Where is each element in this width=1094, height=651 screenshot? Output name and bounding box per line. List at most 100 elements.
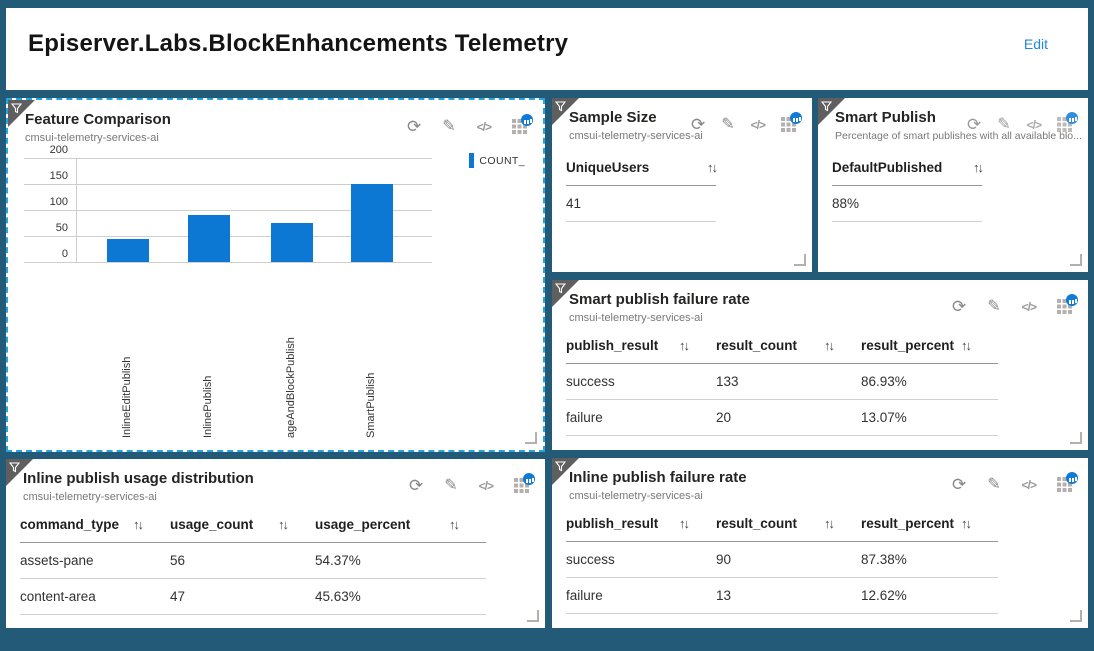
cell-value: 45.63% (315, 589, 361, 604)
sort-icon[interactable]: ↑↓ (679, 516, 690, 531)
tile-resize-handle[interactable] (1070, 610, 1082, 622)
column-header[interactable]: publish_result ↑↓ (566, 516, 716, 531)
open-chart-in-logs-icon[interactable] (781, 112, 802, 132)
column-header[interactable]: result_count ↑↓ (716, 338, 861, 353)
edit-dashboard-link[interactable]: Edit (1023, 36, 1048, 52)
cell-value: success (566, 374, 615, 389)
sort-icon[interactable]: ↑↓ (973, 160, 984, 175)
cell-value: 87.38% (861, 552, 907, 567)
cell-value: content-area (20, 589, 96, 604)
column-label: publish_result (566, 516, 659, 531)
table-row: 41 (566, 186, 716, 222)
y-tick: 50 (55, 222, 68, 234)
open-query-code-icon[interactable]: </> (476, 119, 492, 134)
edit-pencil-icon[interactable]: ✎ (442, 117, 456, 135)
tile-filter-corner[interactable] (6, 459, 33, 486)
open-query-code-icon[interactable]: </> (1021, 477, 1037, 492)
cell-value: 133 (716, 374, 739, 389)
tile-filter-corner[interactable] (552, 98, 579, 125)
open-query-code-icon[interactable]: </> (750, 117, 766, 132)
open-chart-in-logs-icon[interactable] (512, 114, 533, 134)
chart-badge-icon (1066, 112, 1078, 124)
y-tick: 100 (49, 196, 68, 208)
bar-inlinepublish (188, 215, 230, 262)
open-chart-in-logs-icon[interactable] (514, 473, 535, 493)
tile-subtitle: Percentage of smart publishes with all a… (835, 130, 1082, 142)
tile-resize-handle[interactable] (794, 254, 806, 266)
dashboard-header: Episerver.Labs.BlockEnhancements Telemet… (6, 8, 1088, 90)
refresh-icon[interactable]: ⟳ (951, 475, 967, 494)
column-header[interactable]: DefaultPublished ↑↓ (832, 160, 984, 175)
y-axis-line (76, 158, 77, 262)
column-header[interactable]: result_percent ↑↓ (861, 516, 998, 531)
chart-badge-icon (523, 473, 535, 485)
column-label: publish_result (566, 338, 659, 353)
open-chart-in-logs-icon[interactable] (1057, 112, 1078, 132)
x-label: InlineEditPublish (121, 356, 133, 438)
bar-pageandblockpublish (271, 223, 313, 262)
edit-pencil-icon[interactable]: ✎ (987, 475, 1001, 493)
edit-pencil-icon[interactable]: ✎ (997, 115, 1011, 133)
edit-pencil-icon[interactable]: ✎ (987, 297, 1001, 315)
column-header[interactable]: command_type ↑↓ (20, 517, 170, 532)
sort-icon[interactable]: ↑↓ (278, 517, 289, 532)
open-query-code-icon[interactable]: </> (1026, 117, 1042, 132)
cell-value: failure (566, 410, 603, 425)
column-header[interactable]: result_count ↑↓ (716, 516, 861, 531)
tile-resize-handle[interactable] (527, 610, 539, 622)
cell-value: assets-pane (20, 553, 94, 568)
edit-pencil-icon[interactable]: ✎ (721, 115, 735, 133)
filter-funnel-icon (9, 462, 20, 473)
filter-funnel-icon (11, 103, 22, 114)
table-row: content-area 47 45.63% (20, 579, 486, 615)
tile-filter-corner[interactable] (552, 458, 579, 485)
cell-value: 41 (566, 196, 582, 211)
bar-smartpublish (351, 184, 393, 262)
sort-icon[interactable]: ↑↓ (961, 338, 972, 353)
column-header[interactable]: result_percent ↑↓ (861, 338, 998, 353)
column-header[interactable]: UniqueUsers ↑↓ (566, 160, 718, 175)
refresh-icon[interactable]: ⟳ (690, 115, 706, 134)
tile-resize-handle[interactable] (1070, 432, 1082, 444)
tile-title: Smart Publish (835, 109, 936, 126)
y-tick: 150 (49, 170, 68, 182)
refresh-icon[interactable]: ⟳ (966, 115, 982, 134)
tile-filter-corner[interactable] (552, 280, 579, 307)
column-header[interactable]: usage_count ↑↓ (170, 517, 315, 532)
column-header[interactable]: publish_result ↑↓ (566, 338, 716, 353)
tile-filter-corner[interactable] (8, 100, 35, 127)
tile-filter-corner[interactable] (818, 98, 845, 125)
refresh-icon[interactable]: ⟳ (406, 117, 422, 136)
sort-icon[interactable]: ↑↓ (824, 516, 835, 531)
result-table: DefaultPublished ↑↓ 88% (832, 154, 984, 222)
refresh-icon[interactable]: ⟳ (408, 476, 424, 495)
cell-value: 90 (716, 552, 732, 567)
table-row: failure 20 13.07% (566, 400, 998, 436)
sort-icon[interactable]: ↑↓ (133, 517, 144, 532)
cell-value: 56 (170, 553, 186, 568)
column-label: result_percent (861, 338, 955, 353)
bar-chart: 200 150 100 50 0 (24, 144, 432, 263)
sort-icon[interactable]: ↑↓ (679, 338, 690, 353)
chart-badge-icon (521, 114, 533, 126)
legend-swatch (469, 153, 475, 168)
tile-title: Smart publish failure rate (569, 291, 750, 308)
sort-icon[interactable]: ↑↓ (961, 516, 972, 531)
tile-resize-handle[interactable] (525, 432, 537, 444)
sort-icon[interactable]: ↑↓ (824, 338, 835, 353)
sort-icon[interactable]: ↑↓ (707, 160, 718, 175)
edit-pencil-icon[interactable]: ✎ (444, 476, 458, 494)
open-query-code-icon[interactable]: </> (1021, 299, 1037, 314)
tile-subtitle: cmsui-telemetry-services-ai (23, 491, 157, 503)
refresh-icon[interactable]: ⟳ (951, 297, 967, 316)
column-header[interactable]: usage_percent ↑↓ (315, 517, 486, 532)
tile-resize-handle[interactable] (1070, 254, 1082, 266)
open-query-code-icon[interactable]: </> (478, 478, 494, 493)
sort-icon[interactable]: ↑↓ (449, 517, 460, 532)
open-chart-in-logs-icon[interactable] (1057, 472, 1078, 492)
column-label: usage_count (170, 517, 254, 532)
bar-inlineeditpublish (107, 239, 149, 262)
cell-value: 47 (170, 589, 186, 604)
gridline (24, 210, 432, 211)
open-chart-in-logs-icon[interactable] (1057, 294, 1078, 314)
